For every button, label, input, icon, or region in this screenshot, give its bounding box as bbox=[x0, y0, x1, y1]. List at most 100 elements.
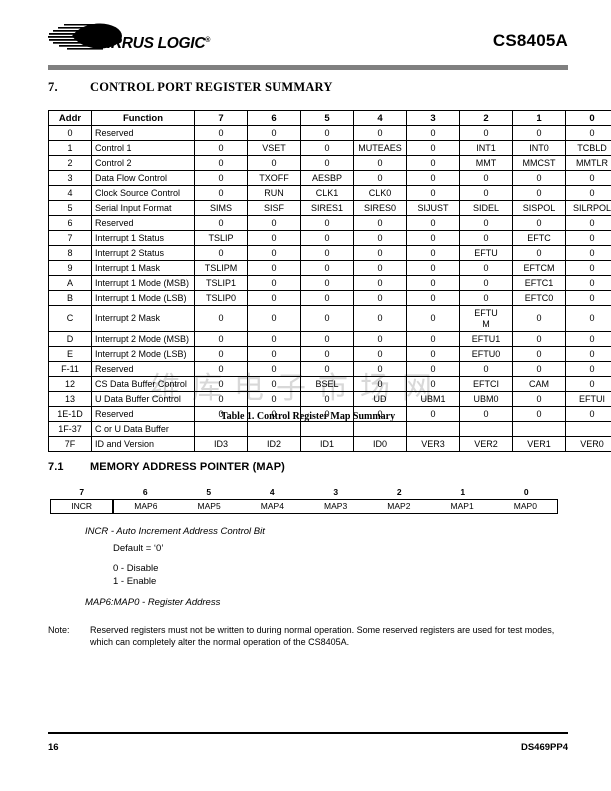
cell-address: 8 bbox=[48, 245, 92, 261]
cell-bit-0: 0 bbox=[565, 125, 611, 141]
cell-bit-4: 0 bbox=[353, 125, 407, 141]
map-bit-name-map6: MAP6 bbox=[134, 501, 158, 511]
cell-bit-6 bbox=[247, 421, 301, 437]
cell-bit-2: EFTCI bbox=[459, 376, 513, 392]
cell-address: A bbox=[48, 275, 92, 291]
cell-bit-6: 0 bbox=[247, 260, 301, 276]
cell-bit-6: 0 bbox=[247, 275, 301, 291]
table-row: 5 Serial Input Format SIMS SISF SIRES1 SIRES0… bbox=[48, 200, 611, 216]
cell-function: Interrupt 1 Mode (LSB) bbox=[91, 290, 195, 306]
table-row: 3 Data Flow Control 0 TXOFF AESBP 0 0 0 0 0 bbox=[48, 170, 611, 186]
column-header-addr: Addr bbox=[48, 110, 92, 126]
cell-bit-2: EFTU1 bbox=[459, 331, 513, 347]
cell-function: Reserved bbox=[91, 125, 195, 141]
cell-address: 4 bbox=[48, 185, 92, 201]
cell-bit-4: 0 bbox=[353, 215, 407, 231]
cell-bit-6: ID2 bbox=[247, 436, 301, 452]
cell-bit-1: EFTC1 bbox=[512, 275, 566, 291]
cell-function: Interrupt 1 Mode (MSB) bbox=[91, 275, 195, 291]
cell-bit-2: 0 bbox=[459, 290, 513, 306]
cell-bit-2: VER2 bbox=[459, 436, 513, 452]
cell-bit-5: 0 bbox=[300, 215, 354, 231]
cell-bit-3: 0 bbox=[406, 155, 460, 171]
cell-function: Reserved bbox=[91, 215, 195, 231]
cell-bit-7: ID3 bbox=[194, 436, 248, 452]
cell-bit-3: 0 bbox=[406, 331, 460, 347]
cell-address: 13 bbox=[48, 391, 92, 407]
column-header-7: 7 bbox=[194, 110, 248, 126]
table-row: F-11 Reserved 0 0 0 0 0 0 0 0 bbox=[48, 361, 611, 377]
cell-address: 6 bbox=[48, 215, 92, 231]
map-bit-number-4: 4 bbox=[269, 487, 275, 497]
cell-bit-2: 0 bbox=[459, 215, 513, 231]
cell-address: 3 bbox=[48, 170, 92, 186]
cell-bit-0: 0 bbox=[565, 245, 611, 261]
cell-bit-7: 0 bbox=[194, 331, 248, 347]
cell-bit-0: 0 bbox=[565, 376, 611, 392]
cell-bit-2: 0 bbox=[459, 275, 513, 291]
cirrus-swoosh-icon bbox=[48, 23, 122, 50]
section-title: CONTROL PORT REGISTER SUMMARY bbox=[90, 80, 333, 94]
map-bit-numbers-row: 7 6 5 4 3 2 1 0 bbox=[50, 487, 558, 497]
cell-function: C or U Data Buffer bbox=[91, 421, 195, 437]
map-bit-name-map4: MAP4 bbox=[260, 501, 284, 511]
cell-bit-1: 0 bbox=[512, 346, 566, 362]
cirrus-logic-wordmark: CIRRUS LOGIC® bbox=[96, 35, 211, 52]
cell-bit-4: ID0 bbox=[353, 436, 407, 452]
column-header-2: 2 bbox=[459, 110, 513, 126]
cell-bit-4: 0 bbox=[353, 305, 407, 332]
cell-address: E bbox=[48, 346, 92, 362]
control-register-map-table: Addr Function 7 6 5 4 3 2 1 0 0 Reserved 0 0 0 0 0 0 0 0 1 C… bbox=[48, 110, 611, 452]
section-heading-7: 7. CONTROL PORT REGISTER SUMMARY bbox=[48, 80, 333, 95]
table-row: 1F-37 C or U Data Buffer bbox=[48, 421, 611, 437]
cell-bit-3: 0 bbox=[406, 305, 460, 332]
cell-address: B bbox=[48, 290, 92, 306]
map-bit-number-0: 0 bbox=[523, 487, 529, 497]
cell-bit-4: CLK0 bbox=[353, 185, 407, 201]
cell-function: U Data Buffer Control bbox=[91, 391, 195, 407]
cell-address: D bbox=[48, 331, 92, 347]
cell-bit-5: ID1 bbox=[300, 436, 354, 452]
cell-bit-7: 0 bbox=[194, 125, 248, 141]
cell-bit-3: 0 bbox=[406, 245, 460, 261]
cell-function: Data Flow Control bbox=[91, 170, 195, 186]
cell-function: CS Data Buffer Control bbox=[91, 376, 195, 392]
table-row: 7F ID and Version ID3 ID2 ID1 ID0 VER3 VER2 VER1… bbox=[48, 436, 611, 452]
cell-bit-1: 0 bbox=[512, 331, 566, 347]
cell-bit-2: SIDEL bbox=[459, 200, 513, 216]
cell-bit-0 bbox=[565, 421, 611, 437]
cirrus-logic-logo: CIRRUS LOGIC® bbox=[48, 22, 238, 62]
cell-bit-5: 0 bbox=[300, 245, 354, 261]
cell-bit-3: VER3 bbox=[406, 436, 460, 452]
map-bit-number-3: 3 bbox=[333, 487, 339, 497]
cell-bit-2: EFTU bbox=[459, 245, 513, 261]
cell-bit-7: 0 bbox=[194, 391, 248, 407]
cell-address: F-11 bbox=[48, 361, 92, 377]
cell-function: Control 1 bbox=[91, 140, 195, 156]
cell-bit-0: 0 bbox=[565, 170, 611, 186]
cell-bit-2: 0 bbox=[459, 230, 513, 246]
table-row: A Interrupt 1 Mode (MSB) TSLIP1 0 0 0 0 0 EFTC1 0 bbox=[48, 275, 611, 291]
cell-bit-5: 0 bbox=[300, 331, 354, 347]
cell-function: Interrupt 2 Mask bbox=[91, 305, 195, 332]
cell-bit-0: 0 bbox=[565, 260, 611, 276]
cell-bit-4 bbox=[353, 421, 407, 437]
cell-bit-6: RUN bbox=[247, 185, 301, 201]
cell-bit-7: 0 bbox=[194, 170, 248, 186]
column-header-function: Function bbox=[91, 110, 195, 126]
section-heading-7-1: 7.1 MEMORY ADDRESS POINTER (MAP) bbox=[48, 461, 285, 473]
table-row: 12 CS Data Buffer Control 0 0 BSEL 0 0 EFTCI CAM… bbox=[48, 376, 611, 392]
table-caption: Table 1. Control Register Map Summary bbox=[220, 411, 396, 422]
cell-function: Interrupt 2 Mode (MSB) bbox=[91, 331, 195, 347]
cell-bit-7: TSLIP0 bbox=[194, 290, 248, 306]
cell-bit-0: 0 bbox=[565, 346, 611, 362]
part-number: CS8405A bbox=[492, 31, 568, 50]
section-number: 7. bbox=[48, 80, 58, 94]
cell-bit-1: MMCST bbox=[512, 155, 566, 171]
cell-bit-4: 0 bbox=[353, 170, 407, 186]
cell-bit-5: SIRES1 bbox=[300, 200, 354, 216]
cell-bit-6: 0 bbox=[247, 215, 301, 231]
table-row: 4 Clock Source Control 0 RUN CLK1 CLK0 0 0 0 0 bbox=[48, 185, 611, 201]
table-row: 2 Control 2 0 0 0 0 0 MMT MMCST MMTLR bbox=[48, 155, 611, 171]
cell-address: 7 bbox=[48, 230, 92, 246]
